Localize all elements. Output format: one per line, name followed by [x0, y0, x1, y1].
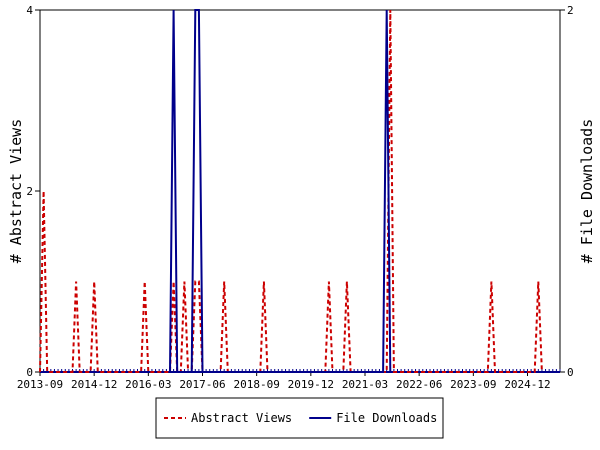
legend-label-0: Abstract Views — [191, 411, 292, 425]
series-line-0 — [39, 9, 543, 373]
legend-box — [155, 397, 444, 439]
right-y-tick-label: 0 — [567, 366, 574, 379]
left-y-tick-label: 0 — [26, 366, 33, 379]
series-line-1 — [169, 9, 392, 373]
x-tick-label: 2023-09 — [450, 378, 496, 391]
x-tick-label: 2014-12 — [71, 378, 117, 391]
x-tick-label: 2022-06 — [396, 378, 442, 391]
legend-label-1: File Downloads — [336, 411, 437, 425]
right-y-tick-label: 2 — [567, 4, 574, 17]
right-axis-title: # File Downloads — [578, 119, 596, 264]
x-tick-label: 2016-03 — [125, 378, 171, 391]
plot-area — [39, 9, 561, 373]
x-tick-label: 2019-12 — [288, 378, 334, 391]
left-y-tick-label: 4 — [26, 4, 33, 17]
x-tick-label: 2021-03 — [342, 378, 388, 391]
x-tick-label: 2024-12 — [504, 378, 550, 391]
x-tick-label: 2013-09 — [17, 378, 63, 391]
x-tick-label: 2017-06 — [179, 378, 225, 391]
left-y-tick-label: 2 — [26, 185, 33, 198]
x-tick-label: 2018-09 — [233, 378, 279, 391]
left-axis-title: # Abstract Views — [7, 119, 25, 264]
